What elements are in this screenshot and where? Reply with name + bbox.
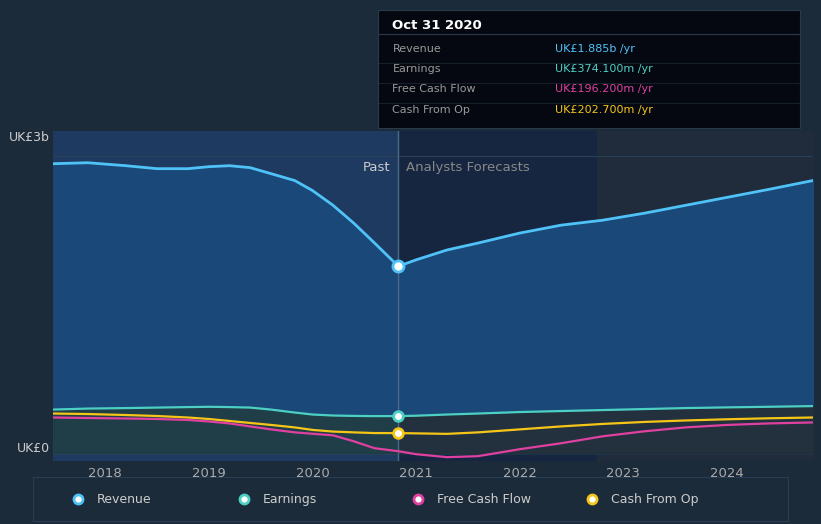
Bar <box>398 131 813 461</box>
Text: Revenue: Revenue <box>97 493 152 506</box>
Text: Earnings: Earnings <box>264 493 318 506</box>
Text: UK£1.885b /yr: UK£1.885b /yr <box>555 45 635 54</box>
Text: UK£196.200m /yr: UK£196.200m /yr <box>555 84 653 94</box>
Text: Cash From Op: Cash From Op <box>611 493 698 506</box>
Text: Analysts Forecasts: Analysts Forecasts <box>406 161 530 174</box>
Text: Revenue: Revenue <box>392 45 441 54</box>
Text: UK£202.700m /yr: UK£202.700m /yr <box>555 104 654 115</box>
Text: Cash From Op: Cash From Op <box>392 104 470 115</box>
Text: Earnings: Earnings <box>392 64 441 74</box>
Text: Free Cash Flow: Free Cash Flow <box>437 493 531 506</box>
Bar <box>53 131 398 461</box>
Text: Oct 31 2020: Oct 31 2020 <box>392 19 482 32</box>
Text: Free Cash Flow: Free Cash Flow <box>392 84 476 94</box>
Text: UK£0: UK£0 <box>16 442 49 454</box>
Text: UK£374.100m /yr: UK£374.100m /yr <box>555 64 653 74</box>
Text: Past: Past <box>363 161 391 174</box>
Text: UK£3b: UK£3b <box>9 131 49 144</box>
Bar <box>598 131 813 461</box>
